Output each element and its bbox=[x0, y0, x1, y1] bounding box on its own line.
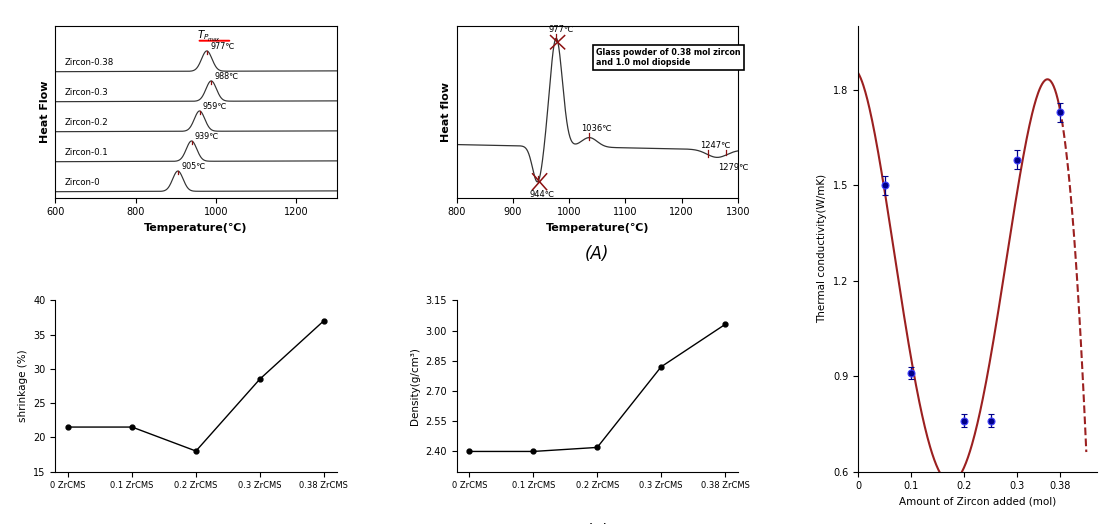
Text: 988℃: 988℃ bbox=[215, 72, 238, 81]
Y-axis label: Heat Flow: Heat Flow bbox=[40, 81, 50, 143]
Text: 905℃: 905℃ bbox=[181, 161, 205, 171]
Text: Zircon-0: Zircon-0 bbox=[64, 179, 100, 188]
Text: Zircon-0.1: Zircon-0.1 bbox=[64, 148, 107, 158]
Y-axis label: Density(g/cm³): Density(g/cm³) bbox=[410, 347, 420, 425]
Y-axis label: shrinkage (%): shrinkage (%) bbox=[18, 350, 28, 422]
Text: 944℃: 944℃ bbox=[530, 190, 555, 199]
Text: Zircon-0.38: Zircon-0.38 bbox=[64, 59, 113, 68]
Text: Zircon-0.2: Zircon-0.2 bbox=[64, 118, 107, 127]
Text: (A): (A) bbox=[585, 245, 609, 264]
Text: 977℃: 977℃ bbox=[211, 41, 235, 51]
Y-axis label: Thermal conductivity(W/mK): Thermal conductivity(W/mK) bbox=[818, 174, 828, 323]
X-axis label: Temperature(℃): Temperature(℃) bbox=[144, 223, 248, 233]
Text: (B): (B) bbox=[585, 523, 609, 524]
Text: 939℃: 939℃ bbox=[195, 132, 219, 140]
Text: Glass powder of 0.38 mol zircon
and 1.0 mol diopside: Glass powder of 0.38 mol zircon and 1.0 … bbox=[596, 48, 741, 67]
Text: 1247℃: 1247℃ bbox=[700, 141, 730, 150]
Text: $T_{P_{max}}$: $T_{P_{max}}$ bbox=[197, 29, 220, 44]
Text: Zircon-0.3: Zircon-0.3 bbox=[64, 89, 107, 97]
Text: 959℃: 959℃ bbox=[203, 102, 227, 111]
Text: 1036℃: 1036℃ bbox=[582, 124, 612, 133]
Y-axis label: Heat flow: Heat flow bbox=[441, 82, 451, 142]
X-axis label: Temperature(℃): Temperature(℃) bbox=[545, 223, 649, 233]
X-axis label: Amount of Zircon added (mol): Amount of Zircon added (mol) bbox=[899, 497, 1056, 507]
Text: 1279℃: 1279℃ bbox=[718, 163, 749, 172]
Text: 977℃: 977℃ bbox=[548, 25, 574, 34]
